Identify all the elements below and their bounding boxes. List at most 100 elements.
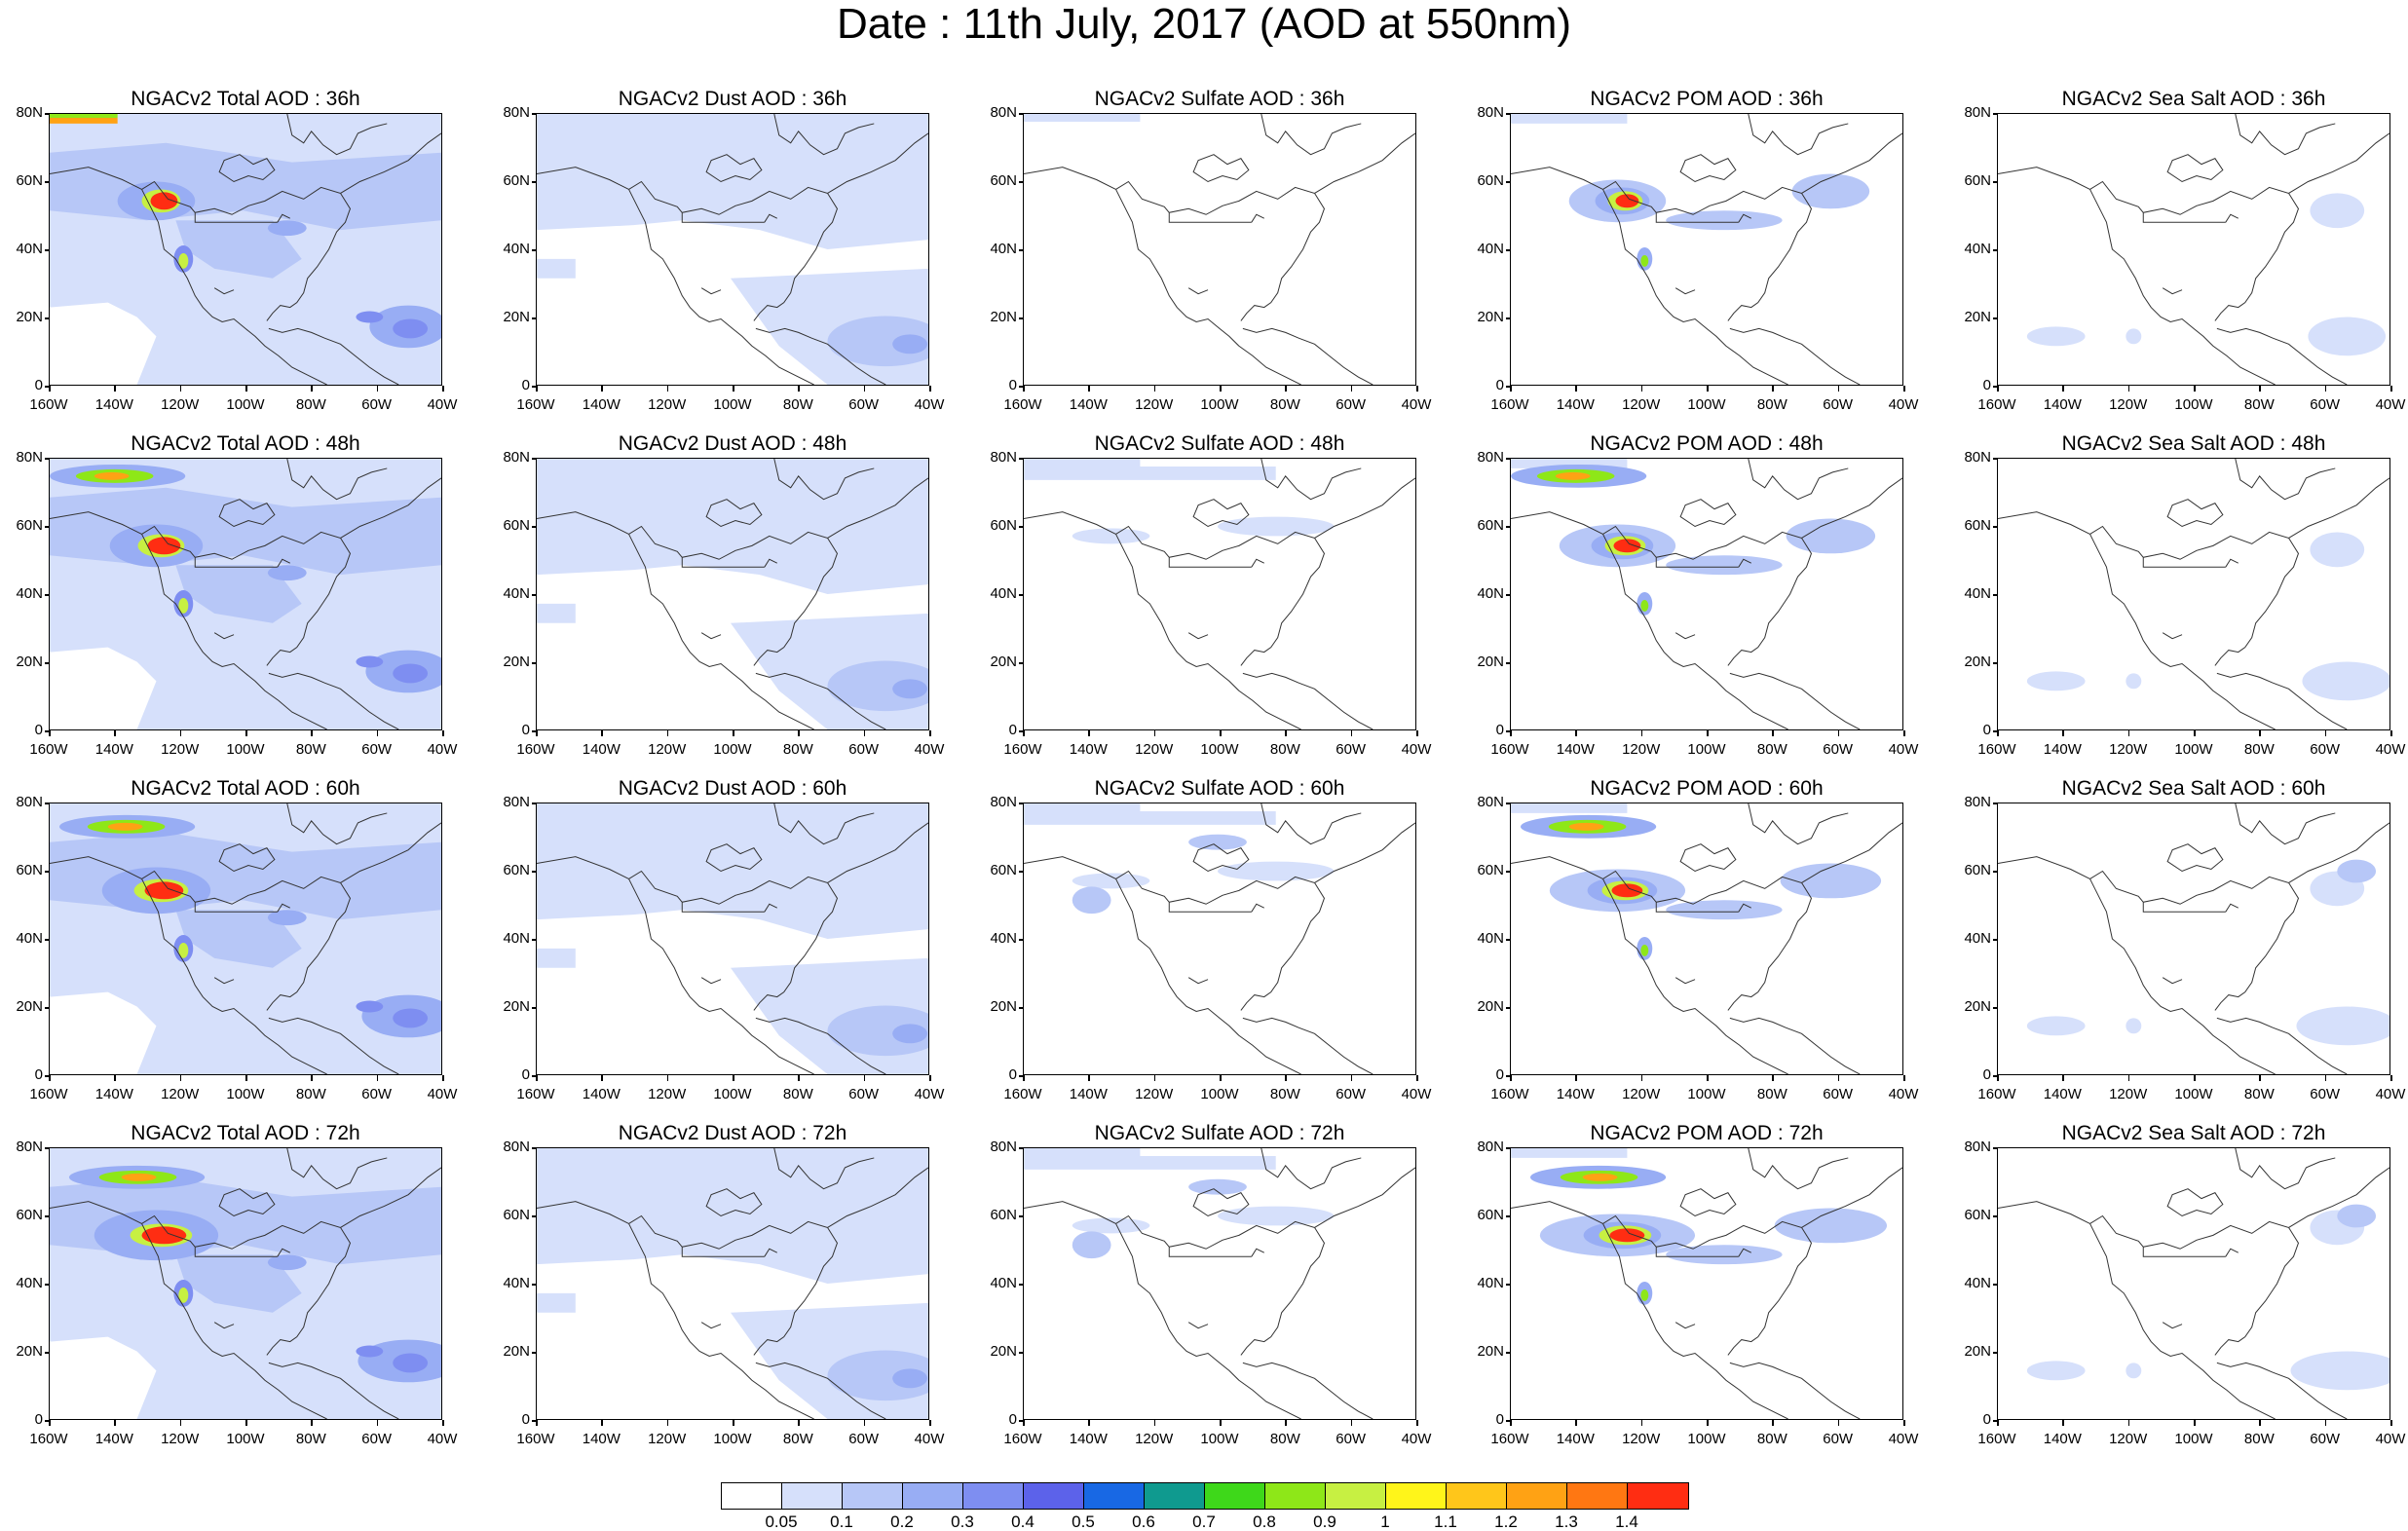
lat-tick — [1019, 458, 1024, 460]
lon-tick-label: 60W — [848, 741, 880, 758]
lon-tick-label: 120W — [1135, 1086, 1174, 1102]
lon-tick-label: 100W — [1687, 741, 1726, 758]
lon-tick-label: 160W — [516, 1086, 555, 1102]
lon-tick — [442, 1420, 444, 1426]
lat-tick — [45, 1215, 50, 1217]
lon-tick — [601, 1075, 603, 1081]
lon-tick — [2259, 730, 2261, 736]
lat-tick — [45, 249, 50, 251]
lon-tick — [666, 730, 669, 736]
lat-tick — [1019, 594, 1024, 596]
map-panel-seasalt-72h: NGACv2 Sea Salt AOD : 72h 80N 60N 40N 20N 0 16… — [1948, 1122, 2408, 1453]
lat-tick-label: 0 — [34, 377, 43, 393]
lon-tick-label: 120W — [161, 741, 200, 758]
lon-tick — [863, 730, 866, 736]
lat-tick-label: 80N — [1964, 449, 1991, 466]
colorbar-swatch — [1447, 1483, 1507, 1509]
lat-tick-label: 60N — [16, 1207, 43, 1223]
lat-tick — [45, 594, 50, 596]
lat-tick — [1506, 526, 1511, 528]
lon-tick — [929, 730, 931, 736]
panel-title: NGACv2 Sulfate AOD : 48h — [1094, 432, 1345, 455]
lat-tick-label: 80N — [1477, 794, 1504, 810]
coastline — [1998, 459, 2389, 729]
lat-tick-label: 20N — [503, 1343, 530, 1360]
lon-tick — [733, 1075, 734, 1081]
map-plot — [536, 458, 929, 730]
aod-field — [50, 114, 441, 385]
colorbar-swatch — [1628, 1483, 1688, 1509]
lat-tick — [1993, 1147, 1998, 1149]
lat-tick — [1019, 249, 1024, 251]
lon-tick — [798, 1075, 800, 1081]
lon-tick — [536, 1075, 538, 1081]
lon-tick-label: 120W — [2109, 1431, 2148, 1447]
lon-tick — [376, 1420, 379, 1426]
lat-tick-label: 20N — [16, 998, 43, 1015]
lat-tick — [1019, 1352, 1024, 1354]
lon-tick-label: 40W — [914, 396, 945, 413]
lat-tick-label: 40N — [1964, 585, 1991, 602]
lon-tick — [2062, 730, 2064, 736]
map-panel-dust-60h: NGACv2 Dust AOD : 60h 80N 60N 40N 20N 0 160W 14… — [487, 777, 974, 1108]
lon-tick-label: 160W — [1490, 1431, 1529, 1447]
lon-tick-label: 100W — [1200, 741, 1239, 758]
lon-tick — [49, 1075, 51, 1081]
lon-tick-label: 40W — [1401, 1086, 1432, 1102]
lon-tick-label: 80W — [295, 396, 326, 413]
lon-tick-label: 160W — [29, 1086, 68, 1102]
lon-tick-label: 60W — [2310, 1431, 2341, 1447]
coastline — [1511, 803, 1902, 1074]
panel-title: NGACv2 Dust AOD : 60h — [618, 777, 847, 800]
lon-tick — [1707, 730, 1709, 736]
map-plot — [1510, 458, 1903, 730]
panel-title: NGACv2 Sea Salt AOD : 60h — [2061, 777, 2326, 800]
lon-tick-label: 140W — [1556, 741, 1595, 758]
lon-tick-label: 160W — [29, 396, 68, 413]
lon-tick-label: 160W — [516, 741, 555, 758]
lat-tick-label: 40N — [990, 585, 1017, 602]
lat-tick-label: 80N — [16, 794, 43, 810]
lat-tick-label: 20N — [1477, 998, 1504, 1015]
lon-tick-label: 100W — [226, 741, 265, 758]
colorbar-swatch — [1084, 1483, 1145, 1509]
aod-field — [537, 459, 928, 729]
lon-tick-label: 60W — [1823, 1431, 1854, 1447]
lon-tick-label: 40W — [1888, 396, 1919, 413]
lon-tick — [1903, 1075, 1905, 1081]
lon-tick-label: 120W — [161, 1086, 200, 1102]
lon-tick — [1416, 1075, 1418, 1081]
aod-field — [1998, 114, 2389, 385]
map-panel-sulfate-48h: NGACv2 Sulfate AOD : 48h 80N 60N 40N 20N 0 160… — [974, 432, 1461, 764]
lon-tick — [114, 730, 116, 736]
lon-tick-label: 120W — [648, 1431, 687, 1447]
lat-tick-label: 80N — [1964, 104, 1991, 121]
lat-tick — [532, 803, 537, 804]
lon-tick — [2194, 1075, 2196, 1081]
coastline — [1511, 1148, 1902, 1419]
lon-tick-label: 80W — [1269, 1431, 1300, 1447]
lat-tick-label: 0 — [1008, 377, 1017, 393]
lon-tick-label: 120W — [1135, 1431, 1174, 1447]
lon-tick — [2324, 386, 2327, 392]
lon-tick — [1640, 730, 1643, 736]
lat-tick-label: 80N — [503, 1139, 530, 1155]
lat-tick — [45, 386, 50, 388]
lon-tick-label: 140W — [94, 396, 133, 413]
lat-tick — [1019, 1075, 1024, 1077]
lon-tick-label: 140W — [94, 1431, 133, 1447]
lon-tick-label: 100W — [1200, 396, 1239, 413]
lon-tick-label: 60W — [2310, 1086, 2341, 1102]
lat-tick-label: 0 — [1495, 722, 1504, 738]
aod-field — [50, 803, 441, 1074]
coastline — [537, 114, 928, 385]
lat-tick — [1506, 317, 1511, 319]
lat-tick-label: 0 — [1008, 1066, 1017, 1083]
lon-tick — [1837, 386, 1840, 392]
map-panel-total-36h: NGACv2 Total AOD : 36h 80N 60N 40N 20N 0 160W 1… — [0, 88, 487, 419]
aod-field — [1024, 1148, 1415, 1419]
lat-tick — [532, 1352, 537, 1354]
lat-tick — [532, 386, 537, 388]
lon-tick — [1023, 730, 1025, 736]
